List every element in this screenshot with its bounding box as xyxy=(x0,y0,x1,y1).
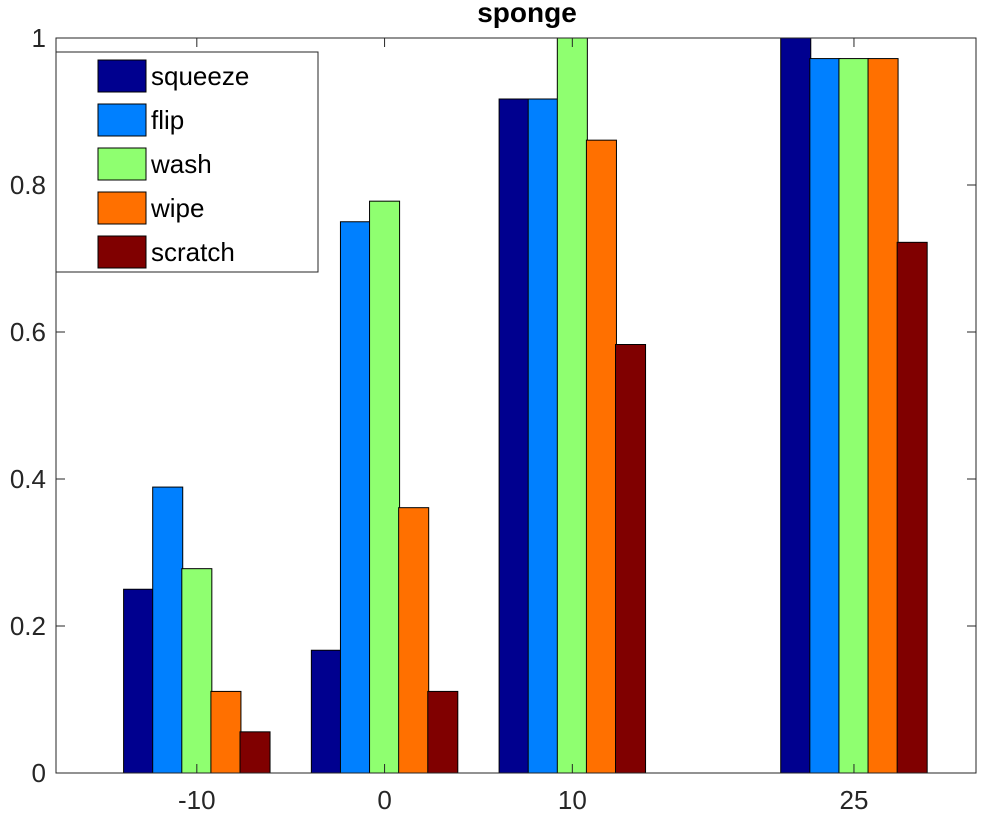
bar-scratch--10 xyxy=(239,731,271,774)
bar-flip-0 xyxy=(339,221,371,774)
x-tick-label: 25 xyxy=(839,785,868,815)
legend-label-squeeze: squeeze xyxy=(151,61,249,91)
bar-squeeze-25 xyxy=(780,37,812,774)
x-tick-label: 10 xyxy=(558,785,587,815)
y-tick-label: 1 xyxy=(32,23,46,53)
legend-label-wash: wash xyxy=(150,149,212,179)
ticks-layer: 0 0.2 0.4 0.6 0.8 1 -10 0 10 25 xyxy=(10,23,976,815)
bar-wash--10 xyxy=(181,568,213,774)
y-tick-label: 0.2 xyxy=(10,611,46,641)
bar-flip-25 xyxy=(809,58,841,774)
bar-wipe-0 xyxy=(398,507,430,774)
bar-flip-10 xyxy=(527,98,559,774)
bar-wipe-25 xyxy=(867,58,899,774)
chart-title: sponge xyxy=(477,0,577,28)
y-tick-label: 0.6 xyxy=(10,317,46,347)
legend-swatch-flip xyxy=(97,103,147,137)
legend-label-wipe: wipe xyxy=(150,193,204,223)
bar-wipe--10 xyxy=(210,690,242,774)
bar-scratch-0 xyxy=(427,690,459,774)
legend: squeeze flip wash wipe scratch xyxy=(55,51,319,273)
x-tick-label: -10 xyxy=(178,785,216,815)
bar-wash-0 xyxy=(369,200,401,774)
x-tick-label: 0 xyxy=(377,785,391,815)
axes-box xyxy=(55,37,977,774)
bar-wash-10 xyxy=(556,37,588,774)
legend-label-scratch: scratch xyxy=(151,237,235,267)
bar-squeeze--10 xyxy=(123,588,155,774)
bar-squeeze-0 xyxy=(310,649,342,774)
bar-wash-25 xyxy=(838,58,870,774)
bar-scratch-10 xyxy=(615,344,647,774)
y-tick-label: 0.4 xyxy=(10,464,46,494)
bar-wipe-10 xyxy=(585,139,617,774)
y-tick-label: 0.8 xyxy=(10,170,46,200)
legend-swatch-squeeze xyxy=(97,59,147,93)
bar-flip--10 xyxy=(152,486,184,774)
legend-swatch-wash xyxy=(97,147,147,181)
legend-label-flip: flip xyxy=(151,105,184,135)
bar-scratch-25 xyxy=(896,241,928,774)
y-tick-label: 0 xyxy=(32,758,46,788)
legend-swatch-wipe xyxy=(97,191,147,225)
legend-swatch-scratch xyxy=(97,235,147,269)
bar-squeeze-10 xyxy=(498,98,530,774)
